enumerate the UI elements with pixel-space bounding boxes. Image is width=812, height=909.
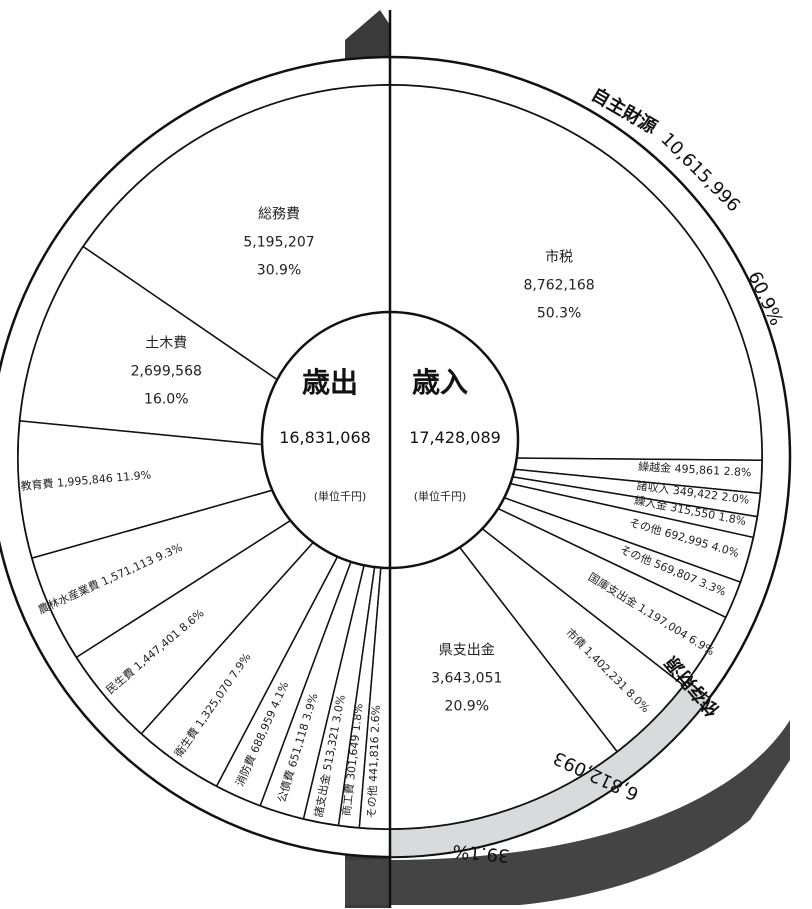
revenue-title: 歳入: [412, 366, 468, 399]
expenditure-total: 16,831,068: [279, 428, 371, 447]
expenditure-label-0: 総務費 5,195,207 30.9%: [243, 206, 314, 278]
expenditure-label-10: その他 441,816 2.6%: [365, 705, 383, 819]
revenue-label-0: 市税 8,762,168 50.3%: [523, 248, 594, 321]
dependent-source-pct: 39.1%: [452, 840, 511, 866]
revenue-unit: (単位千円): [414, 489, 467, 503]
revenue-label-1: 繰越金 495,861 2.8%: [638, 459, 752, 479]
expenditure-unit: (単位千円): [314, 489, 367, 503]
revenue-label-8: 県支出金 3,643,051 20.9%: [431, 642, 502, 714]
expenditure-label-1: 土木費 2,699,568 16.0%: [131, 336, 202, 408]
ring-shadow-bottom: [345, 720, 790, 905]
expenditure-title: 歳出: [302, 366, 358, 399]
revenue-total: 17,428,089: [409, 428, 501, 447]
